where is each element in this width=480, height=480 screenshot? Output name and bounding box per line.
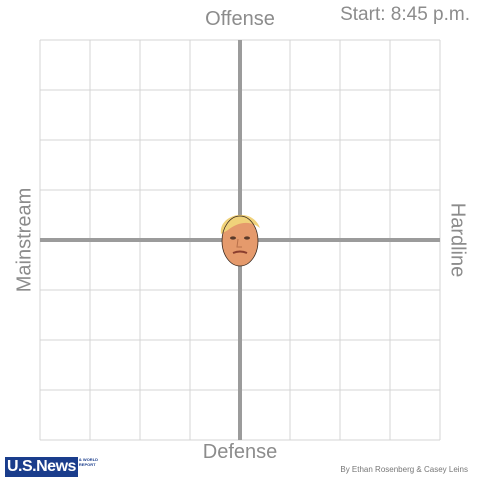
- axis-label-left: Mainstream: [13, 187, 36, 293]
- start-time-label: Start: 8:45 p.m.: [340, 4, 470, 25]
- axis-label-top: Offense: [205, 8, 275, 30]
- byline: By Ethan Rosenberg & Casey Leins: [340, 465, 468, 474]
- axis-label-right: Hardline: [446, 202, 469, 278]
- candidate-face-marker: [220, 214, 260, 267]
- logo-subtext: & WORLD REPORT: [78, 457, 99, 467]
- axis-label-bottom: Defense: [202, 441, 278, 463]
- logo-text: U.S.News: [5, 457, 78, 477]
- usnews-logo: U.S.News & WORLD REPORT: [5, 457, 101, 477]
